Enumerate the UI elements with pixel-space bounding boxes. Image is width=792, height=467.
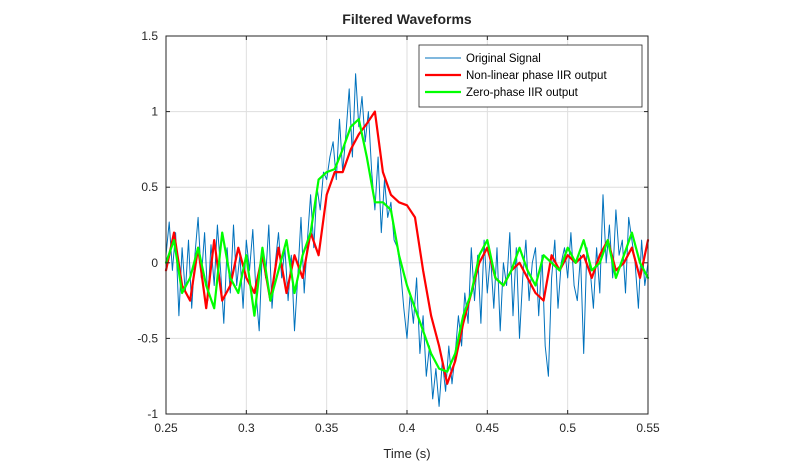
- x-tick-label: 0.5: [559, 421, 576, 435]
- y-tick-label: 1: [151, 105, 158, 119]
- series-line-3: [164, 118, 650, 373]
- legend-label-2: Non-linear phase IIR output: [466, 70, 607, 82]
- y-tick-label: 0: [151, 256, 158, 270]
- x-tick-label: 0.55: [636, 421, 660, 435]
- series-lines: [164, 73, 650, 407]
- y-tick-label: -0.5: [137, 331, 158, 345]
- y-tick-label: -1: [147, 407, 158, 421]
- chart-title: Filtered Waveforms: [342, 11, 472, 27]
- x-axis-label: Time (s): [383, 446, 430, 461]
- x-tick-label: 0.3: [238, 421, 255, 435]
- series-line-2: [164, 110, 650, 385]
- legend-label-3: Zero-phase IIR output: [466, 87, 579, 99]
- x-tick-label: 0.25: [154, 421, 178, 435]
- series-line-1: [165, 73, 649, 407]
- x-tick-label: 0.4: [399, 421, 416, 435]
- x-tick-label: 0.45: [476, 421, 500, 435]
- legend: Original Signal Non-linear phase IIR outp…: [418, 44, 643, 108]
- legend-label-1: Original Signal: [466, 53, 541, 65]
- y-tick-label: 1.5: [141, 29, 158, 43]
- x-tick-label: 0.35: [315, 421, 339, 435]
- axis-ticks: 0.25 0.3 0.35 0.4 0.45 0.5 0.55 -1 -0.5 0 0.5 1 1.5: [137, 29, 660, 435]
- y-tick-label: 0.5: [141, 180, 158, 194]
